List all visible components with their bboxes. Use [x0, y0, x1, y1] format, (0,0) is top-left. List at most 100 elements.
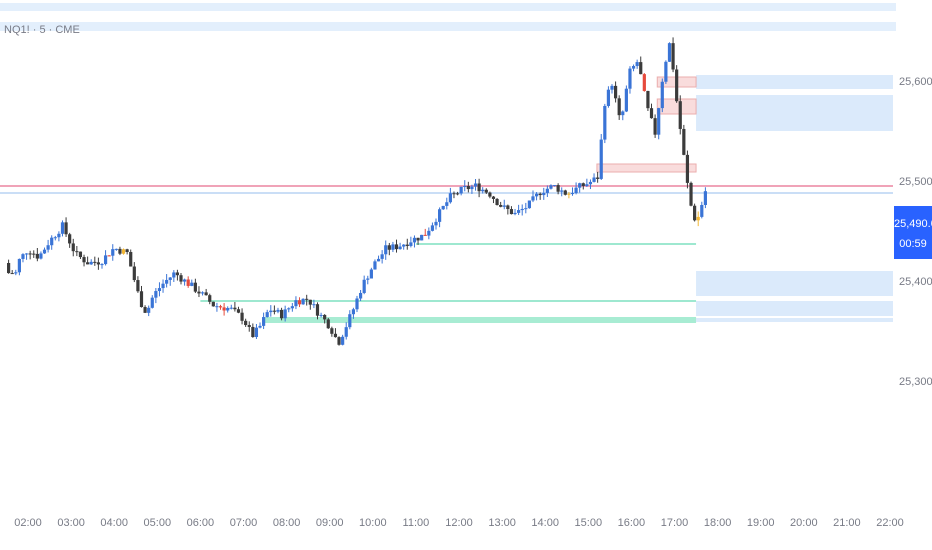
candle-body: [524, 208, 528, 210]
candle-body: [402, 244, 406, 247]
candle-body: [387, 245, 391, 250]
candle-body: [409, 242, 413, 246]
x-tick-label: 08:00: [273, 517, 301, 529]
candle-body: [527, 200, 531, 209]
candle-body: [283, 309, 287, 319]
candle-body: [596, 177, 600, 179]
candle-body: [563, 190, 567, 195]
candle-body: [438, 209, 442, 222]
candle-body: [276, 309, 280, 312]
candle-body: [172, 272, 176, 278]
candle-body: [624, 88, 628, 112]
candle-body: [175, 272, 180, 276]
candle-body: [678, 101, 682, 129]
candle-body: [592, 177, 596, 182]
candle-body: [545, 188, 549, 193]
candle-body: [312, 304, 316, 306]
candle-body: [459, 186, 463, 194]
candle-body: [491, 196, 496, 199]
candle-body: [21, 254, 25, 259]
candle-body: [305, 298, 309, 300]
candle-body: [136, 280, 140, 292]
candle-body: [588, 181, 593, 185]
candle-body: [262, 317, 266, 326]
candle-body: [161, 283, 165, 289]
candle-body: [664, 61, 668, 82]
candle-body: [538, 193, 542, 196]
candle-body: [481, 189, 485, 192]
candle-body: [129, 252, 133, 267]
candle-body: [473, 183, 478, 187]
candle-body: [384, 245, 388, 255]
candle-body: [398, 246, 402, 250]
candle-body: [610, 85, 614, 90]
candle-body: [193, 282, 197, 292]
candle-body: [560, 190, 564, 192]
candle-body: [168, 277, 172, 280]
candle-body: [42, 249, 47, 254]
candle-body: [452, 193, 456, 195]
candle-body: [272, 310, 276, 312]
candle-body: [649, 108, 654, 119]
liquidity-zone: [696, 271, 893, 296]
candle-body: [14, 272, 18, 274]
candle-body: [509, 209, 514, 215]
candle-body: [258, 325, 262, 328]
candle-body: [531, 196, 535, 201]
candle-body: [35, 253, 39, 259]
candle-body: [506, 205, 510, 210]
x-tick-label: 21:00: [833, 517, 861, 529]
x-tick-label: 10:00: [359, 517, 387, 529]
candle-body: [570, 193, 575, 195]
candle-body: [423, 234, 427, 236]
candle-body: [696, 216, 700, 221]
candle-body: [294, 300, 298, 307]
candle-body: [208, 295, 212, 302]
candle-body: [549, 185, 553, 189]
candle-body: [60, 222, 65, 234]
x-tick-label: 04:00: [100, 517, 128, 529]
x-tick-label: 12:00: [445, 517, 473, 529]
candle-body: [71, 243, 75, 252]
candle-body: [165, 279, 169, 284]
candle-body: [703, 191, 707, 205]
candle-body: [434, 221, 438, 226]
candle-body: [477, 183, 481, 192]
candle-body: [247, 325, 251, 327]
candle-body: [229, 307, 233, 309]
candle-body: [430, 225, 435, 231]
candle-body: [613, 85, 618, 99]
candle-body: [68, 234, 72, 244]
candle-body: [337, 337, 341, 345]
candle-body: [326, 319, 330, 329]
candle-body: [495, 198, 499, 205]
candle-body: [366, 278, 370, 280]
candle-body: [236, 309, 241, 313]
candle-body: [78, 251, 83, 258]
candle-body: [114, 248, 118, 250]
candle-body: [581, 183, 585, 186]
candle-body: [517, 210, 521, 213]
candle-body: [621, 111, 625, 116]
candle-body: [50, 237, 54, 246]
candle-body: [143, 307, 147, 313]
candle-body: [534, 193, 539, 197]
candle-body: [635, 62, 639, 67]
candle-body: [17, 258, 21, 273]
candle-body: [233, 307, 237, 310]
candle-body: [333, 333, 338, 338]
candle-body: [660, 81, 664, 109]
candle-body: [251, 326, 255, 338]
candle-body: [567, 193, 571, 195]
candle-body: [376, 258, 381, 262]
candle-body: [315, 304, 320, 316]
x-tick-label: 03:00: [57, 517, 85, 529]
candle-body: [323, 314, 327, 320]
candle-body: [499, 204, 503, 207]
candle-body: [689, 182, 693, 206]
candle-body: [218, 306, 223, 308]
candle-body: [617, 98, 621, 116]
candle-body: [330, 328, 334, 334]
